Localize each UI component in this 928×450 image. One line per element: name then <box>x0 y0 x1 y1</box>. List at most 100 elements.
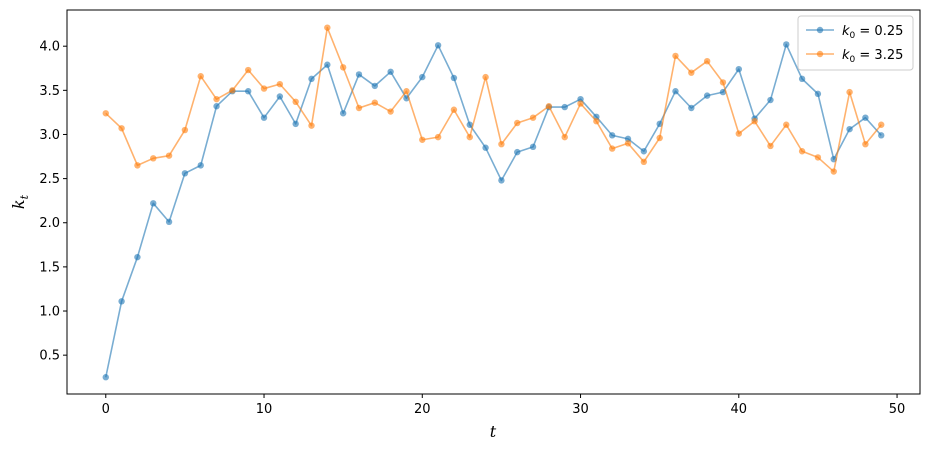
y-tick-label: 1.5 <box>39 260 60 275</box>
y-axis-label-subscript: t <box>18 194 31 199</box>
y-tick-label: 0.5 <box>39 349 60 364</box>
data-point <box>719 79 727 86</box>
y-tick-label: 3.0 <box>39 128 60 143</box>
series-0 <box>102 41 885 381</box>
data-point <box>339 64 347 71</box>
data-point <box>798 75 806 83</box>
data-point <box>371 99 379 106</box>
series-layer <box>102 24 885 381</box>
data-point <box>466 121 473 128</box>
data-point <box>498 140 505 148</box>
data-point <box>387 108 394 115</box>
data-point <box>165 152 173 159</box>
data-point <box>529 143 537 151</box>
y-tick-label: 2.5 <box>39 172 60 187</box>
series-1 <box>102 24 885 175</box>
data-point <box>355 104 363 112</box>
data-point <box>150 155 157 162</box>
data-point <box>434 42 442 49</box>
legend-label-0: k0 = 0.25 <box>842 24 903 41</box>
data-point <box>830 168 837 175</box>
data-point <box>814 154 822 161</box>
data-point <box>260 85 268 92</box>
data-point <box>608 145 616 152</box>
axis-ticks: 0 10 20 30 40 50 0.5 1.0 1.5 2.0 2.5 3.0 3.5 4.0 <box>39 40 905 417</box>
data-point <box>482 144 489 151</box>
data-point <box>514 148 521 156</box>
legend-marker-1 <box>816 50 824 58</box>
data-point <box>308 122 315 129</box>
data-point <box>419 73 426 81</box>
data-point <box>545 103 553 110</box>
data-point <box>371 82 379 90</box>
data-point <box>703 58 711 65</box>
y-tick-label: 3.5 <box>39 84 60 99</box>
legend-marker-0 <box>816 26 824 34</box>
data-point <box>292 98 299 106</box>
data-point <box>862 140 869 148</box>
data-point <box>593 118 600 125</box>
data-point <box>102 374 109 381</box>
data-point <box>862 114 869 121</box>
data-point <box>703 92 711 99</box>
data-point <box>735 65 742 73</box>
data-point <box>640 148 648 155</box>
data-point <box>355 71 363 78</box>
data-point <box>339 110 347 117</box>
legend: k0 = 0.25 k0 = 3.25 <box>797 15 914 71</box>
data-point <box>181 170 189 177</box>
x-tick-label: 50 <box>889 402 906 417</box>
data-point <box>767 96 774 104</box>
data-point <box>751 118 758 125</box>
data-point <box>640 158 648 166</box>
data-point <box>846 88 853 96</box>
data-point <box>387 68 394 75</box>
data-point <box>688 104 695 112</box>
data-point <box>624 135 632 143</box>
y-tick-label: 4.0 <box>39 40 60 55</box>
data-point <box>276 93 284 100</box>
data-point <box>324 24 331 31</box>
data-point <box>292 120 299 128</box>
y-axis-label: kt <box>9 194 31 209</box>
data-point <box>197 73 204 80</box>
data-point <box>529 114 537 121</box>
x-tick-label: 40 <box>731 402 748 417</box>
data-point <box>783 41 790 48</box>
x-axis-label: t <box>490 422 497 441</box>
data-point <box>197 162 204 169</box>
data-point <box>672 52 679 60</box>
data-point <box>434 133 442 141</box>
data-point <box>688 69 695 76</box>
data-point <box>482 73 489 81</box>
data-point <box>213 95 220 103</box>
data-point <box>624 140 632 147</box>
x-tick-label: 0 <box>102 402 110 417</box>
data-point <box>783 121 790 128</box>
data-point <box>767 142 774 150</box>
data-point <box>656 134 663 142</box>
x-tick-label: 10 <box>256 402 273 417</box>
data-point <box>450 74 458 82</box>
data-point <box>245 66 252 74</box>
data-point <box>118 298 125 305</box>
legend-label-1: k0 = 3.25 <box>842 48 903 65</box>
data-point <box>798 148 806 155</box>
data-point <box>719 88 727 96</box>
data-point <box>878 132 885 139</box>
data-point <box>229 87 236 94</box>
data-point <box>878 121 885 128</box>
data-point <box>324 61 331 68</box>
data-point <box>419 136 426 143</box>
data-point <box>450 106 458 113</box>
data-point <box>308 75 315 83</box>
data-point <box>260 114 268 121</box>
data-point <box>245 88 252 95</box>
data-point <box>150 200 157 207</box>
data-point <box>735 130 742 137</box>
data-point <box>165 218 173 226</box>
data-point <box>561 133 568 141</box>
data-point <box>181 126 189 134</box>
plot-frame <box>66 9 921 395</box>
x-tick-label: 30 <box>572 402 589 417</box>
